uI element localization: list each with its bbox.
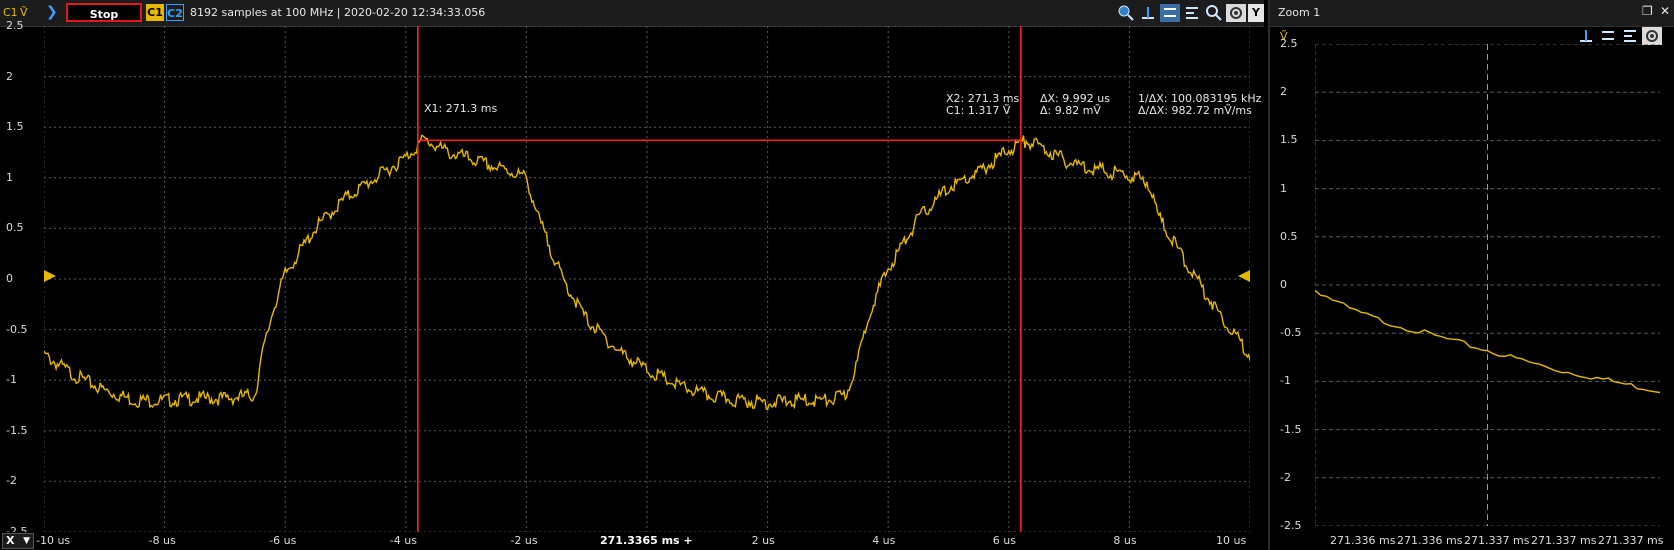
y-tick-label: 1 — [6, 170, 13, 184]
y-tick-label: -1 — [1280, 374, 1291, 388]
zoom-cursor-x-icon[interactable] — [1576, 27, 1596, 45]
zoom-in-icon[interactable] — [1116, 4, 1136, 22]
y-tick-label: -2.5 — [1280, 519, 1302, 532]
y-tick-label: 1.5 — [6, 120, 24, 134]
channel-unit: Ṽ — [20, 6, 28, 19]
x-tick-label: -4 us — [389, 534, 417, 547]
x-axis-button[interactable]: X ▼ — [2, 533, 34, 549]
measure-icon[interactable] — [1182, 4, 1202, 22]
x-tick-label: -2 us — [510, 534, 538, 547]
x-axis-center-label[interactable]: 271.3365 ms + — [600, 534, 693, 547]
zoom-panel: Zoom 1 ❐ ✕ Ṽ 2.5 2 1.5 1 0.5 0 -0.5 -1 -1.5 -2 -2… — [1268, 0, 1674, 550]
x-tick-label: 8 us — [1113, 534, 1137, 547]
x-tick-label: 2 us — [751, 534, 775, 547]
run-arrow-icon[interactable]: ❯ — [46, 4, 58, 20]
main-plot-area[interactable] — [44, 26, 1250, 532]
y-tick-label: 2 — [1280, 85, 1287, 99]
x-tick-label: 6 us — [992, 534, 1016, 547]
x-tick-label: -8 us — [148, 534, 176, 547]
x-tick-label: 271.336 ms — [1397, 534, 1463, 547]
slope-label: Δ/ΔX: 982.72 mṼ/ms — [1138, 104, 1252, 117]
y-tick-label: 0.5 — [6, 221, 24, 235]
y-tick-label: 1 — [1280, 181, 1287, 195]
channel-c2-button[interactable]: C2 — [166, 4, 184, 21]
x-tick-label: -6 us — [269, 534, 297, 547]
x-tick-label: 271.337 ms — [1531, 534, 1597, 547]
y-axis-button[interactable]: Y — [1248, 4, 1264, 22]
y-tick-label: 2.5 — [6, 19, 24, 32]
x-tick-label: 271.337 ms — [1464, 534, 1530, 547]
signal-trace — [44, 134, 1250, 411]
zoom-search-icon[interactable] — [1204, 4, 1224, 22]
zoom-toolbar: Zoom 1 ❐ ✕ — [1270, 0, 1674, 27]
y-tick-label: -0.5 — [6, 322, 28, 336]
cursor-c1-label: C1: 1.317 Ṽ — [946, 104, 1011, 117]
delta-y-label: Δ: 9.82 mṼ — [1040, 104, 1101, 117]
chevron-down-icon: ▼ — [23, 536, 30, 546]
inverse-delta-x-label: 1/ΔX: 100.083195 kHz — [1138, 92, 1262, 105]
y-tick-label: -0.5 — [1280, 326, 1302, 340]
delta-x-label: ΔX: 9.992 us — [1040, 92, 1110, 105]
x-axis-bar — [0, 532, 1264, 550]
zoom-plot-area[interactable] — [1315, 44, 1660, 526]
y-tick-label: -2 — [6, 474, 17, 488]
x-tick-label: 4 us — [872, 534, 896, 547]
x-tick-label: 271.337 ms — [1598, 534, 1664, 547]
y-tick-label: 2 — [6, 69, 13, 83]
x-tick-label: 10 us — [1216, 534, 1247, 547]
y-tick-label: -2 — [1280, 470, 1291, 484]
signal-trace — [1315, 289, 1660, 394]
y-tick-label: 0 — [1280, 278, 1287, 291]
cursor-y-icon[interactable] — [1160, 4, 1180, 22]
zoom-settings-icon[interactable] — [1642, 27, 1662, 45]
x-axis-button-label: X — [6, 534, 15, 547]
main-toolbar: C1 Ṽ ❯ Stop C1 C2 8192 samples at 100 M… — [0, 0, 1264, 27]
y-tick-label: -1.5 — [6, 423, 28, 437]
y-tick-label: -1.5 — [1280, 422, 1302, 436]
restore-window-icon[interactable]: ❐ — [1642, 4, 1653, 18]
y-tick-label: -1 — [6, 373, 17, 387]
y-tick-label: 0 — [6, 272, 13, 285]
cursor-x2-label: X2: 271.3 ms — [946, 92, 1020, 105]
zoom-unit: Ṽ — [1280, 30, 1288, 43]
zoom-cursor-y-icon[interactable] — [1598, 27, 1618, 45]
x-tick-label: 271.336 ms — [1330, 534, 1396, 547]
zoom-measure-icon[interactable] — [1620, 27, 1640, 45]
trigger-left-marker[interactable] — [44, 270, 56, 282]
y-tick-label: 1.5 — [1280, 133, 1298, 147]
channel-label: C1 — [3, 6, 18, 19]
y-tick-label: 2.5 — [1280, 37, 1298, 50]
channel-c1-button[interactable]: C1 — [146, 4, 164, 21]
main-scope-panel: C1 Ṽ ❯ Stop C1 C2 8192 samples at 100 M… — [0, 0, 1264, 550]
stop-button[interactable]: Stop — [66, 3, 142, 22]
x-tick-label: -10 us — [36, 534, 71, 547]
zoom-title: Zoom 1 — [1278, 6, 1321, 19]
settings-icon[interactable] — [1226, 4, 1246, 22]
cursor-x1-label: X1: 271.3 ms — [424, 102, 498, 115]
y-tick-label: 0.5 — [1280, 229, 1298, 243]
trigger-right-marker[interactable] — [1238, 270, 1250, 282]
acquisition-status: 8192 samples at 100 MHz | 2020-02-20 12:… — [190, 6, 486, 19]
cursor-x-icon[interactable] — [1138, 4, 1158, 22]
close-icon[interactable]: ✕ — [1660, 4, 1671, 18]
